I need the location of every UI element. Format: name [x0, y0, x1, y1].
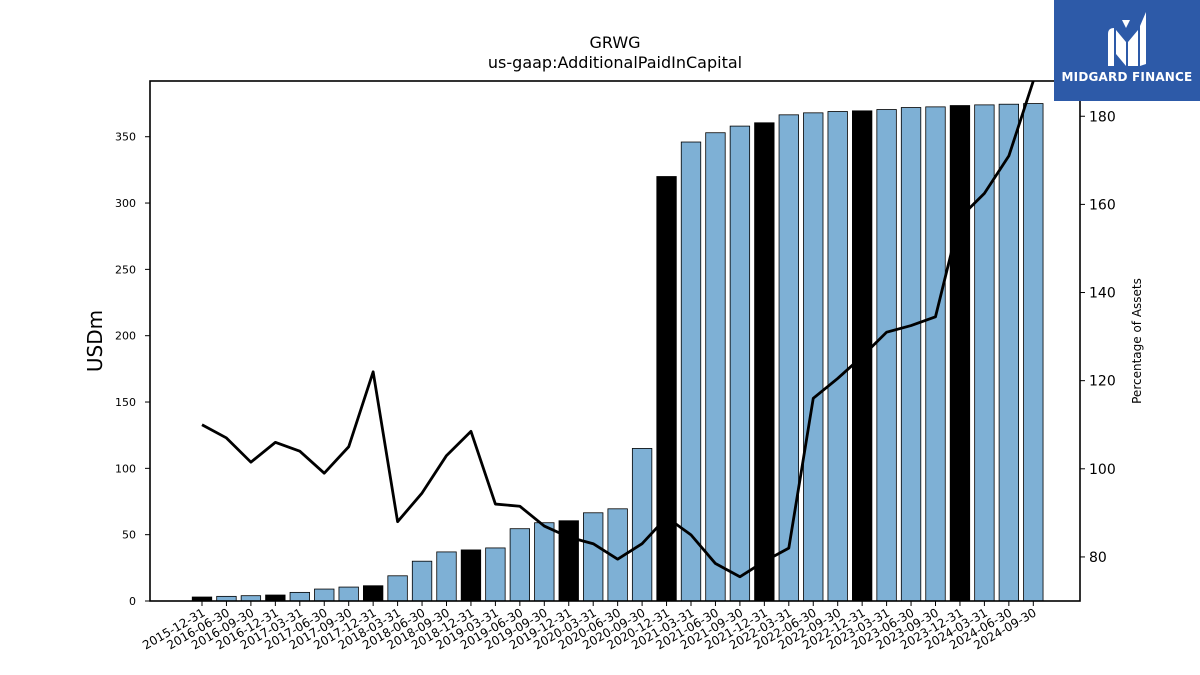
- bar-2016-12-31: [265, 594, 286, 602]
- bar-2021-06-30: [705, 132, 726, 602]
- y2-tick-label: 100: [1089, 462, 1116, 478]
- y2-axis-ticks: 80 100 120 140 160 180: [1080, 109, 1116, 566]
- bar-2017-03-31: [289, 591, 310, 602]
- plot-frame: [149, 80, 1081, 602]
- bar-2023-09-30: [925, 106, 946, 602]
- y-tick-label: 50: [122, 529, 136, 542]
- bar-2024-06-30: [998, 103, 1019, 602]
- bar-2021-09-30: [729, 125, 751, 602]
- midgard-logo-icon: [1108, 12, 1146, 66]
- bar-2022-03-31: [778, 114, 799, 602]
- y2-tick-label: 120: [1089, 374, 1116, 390]
- bar-2020-12-31: [656, 176, 677, 602]
- bar-2017-09-30: [338, 586, 359, 602]
- bar-2017-12-31: [362, 585, 384, 602]
- y2-tick-label: 140: [1089, 286, 1116, 302]
- bar-2023-03-31: [876, 109, 897, 602]
- bar-2020-03-31: [583, 512, 604, 602]
- bar-2021-12-31: [754, 122, 775, 602]
- bar-2020-09-30: [631, 448, 653, 602]
- bars: [191, 103, 1044, 602]
- bar-2024-03-31: [974, 104, 995, 602]
- y2-axis-label: Percentage of Assets: [1130, 278, 1144, 404]
- chart-subtitle: us-gaap:AdditionalPaidInCapital: [488, 53, 742, 72]
- x-axis-ticks: 2015-12-312016-06-302016-09-302016-12-31…: [140, 601, 1039, 652]
- y-tick-label: 300: [115, 197, 136, 210]
- y-tick-label: 350: [115, 131, 136, 144]
- bar-2018-09-30: [436, 551, 457, 602]
- bar-2019-06-30: [509, 528, 531, 602]
- y-tick-label: 100: [115, 462, 136, 475]
- midgard-finance-logo: MIDGARD FINANCE: [1054, 0, 1200, 101]
- bar-2021-03-31: [680, 141, 702, 602]
- logo-text: MIDGARD FINANCE: [1061, 70, 1193, 84]
- chart-title: GRWG: [589, 33, 640, 52]
- y-tick-label: 250: [115, 263, 136, 276]
- bar-2017-06-30: [314, 588, 335, 602]
- y2-tick-label: 160: [1089, 197, 1116, 213]
- bar-2024-09-30: [1023, 103, 1044, 602]
- y2-tick-label: 80: [1089, 550, 1107, 566]
- y2-tick-label: 180: [1089, 109, 1116, 125]
- percentage-of-assets-line: [201, 81, 1035, 579]
- bar-2022-09-30: [827, 111, 848, 602]
- bar-2018-06-30: [411, 560, 433, 602]
- bar-2018-03-31: [387, 575, 408, 602]
- y-tick-label: 150: [115, 396, 136, 409]
- y-axis-label: USDm: [83, 310, 107, 372]
- line-series: [201, 81, 1035, 579]
- bar-2022-06-30: [803, 112, 824, 602]
- bar-2023-12-31: [949, 105, 971, 602]
- bar-2019-09-30: [534, 522, 555, 602]
- y-axis-ticks: 0 50 100 150 200 250 300 350: [115, 131, 150, 608]
- bar-2018-12-31: [460, 549, 482, 602]
- y-tick-label: 200: [115, 330, 136, 343]
- y-tick-label: 0: [129, 595, 136, 608]
- bar-2023-06-30: [900, 107, 922, 602]
- bar-2019-03-31: [485, 547, 506, 602]
